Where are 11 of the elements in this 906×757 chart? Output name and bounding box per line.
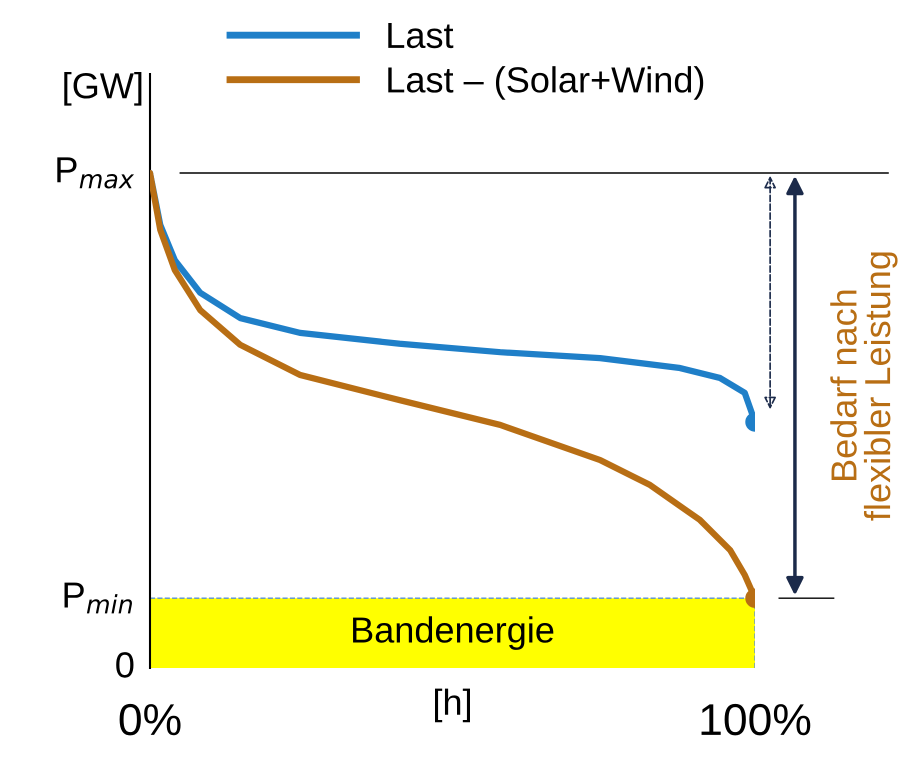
y-axis-title: [GW] <box>64 72 142 106</box>
legend-label: Last <box>388 22 454 48</box>
ref-line-label: P$_{min}$ <box>64 582 132 614</box>
legend-label: Last – (Solar+Wind) <box>388 66 704 100</box>
x-tick-label: 0% <box>120 704 181 736</box>
x-tick-label: 100% <box>702 704 810 736</box>
ref-line-label: P$_{max}$ <box>57 157 134 189</box>
band-label: Bandenergie <box>353 616 554 650</box>
x-axis-title: [h] <box>435 688 470 722</box>
text: Bedarf nach flexibler Leistung <box>830 252 898 521</box>
text: 0 <box>116 652 134 678</box>
